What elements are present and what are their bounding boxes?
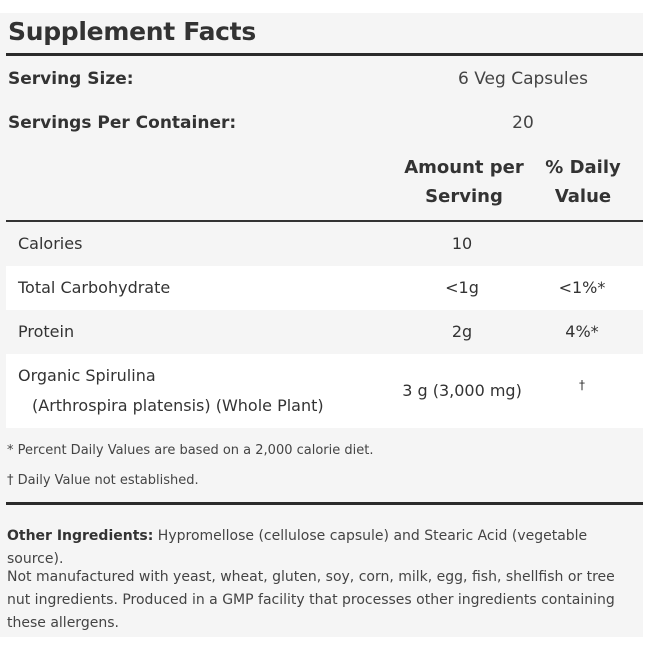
table-row: Calories 10 (6, 222, 643, 266)
title-divider (6, 53, 643, 56)
nutrient-amount: 2g (451, 322, 473, 341)
other-ingredients-text: Hypromellose (cellulose capsule) and Ste… (7, 528, 588, 567)
header-divider (6, 220, 643, 222)
nutrient-name: Total Carbohydrate (18, 278, 171, 297)
table-row: Organic Spirulina (Arthrospira platensis… (6, 354, 643, 428)
servings-per-container-value: 20 (512, 113, 534, 133)
nutrient-name: Protein (18, 322, 75, 341)
supplement-facts-panel: Supplement Facts Serving Size: 6 Veg Cap… (0, 13, 643, 637)
other-ingredients-label: Other Ingredients: (7, 528, 154, 544)
nutrient-subname: (Arthrospira platensis) (Whole Plant) (32, 396, 324, 415)
table-row: Total Carbohydrate <1g <1%* (6, 266, 643, 310)
daily-value-header: % Daily Value (545, 157, 621, 207)
footnote-not-established: † Daily Value not established. (7, 473, 199, 488)
nutrient-daily-value: 4%* (565, 322, 599, 341)
serving-size-label: Serving Size: (8, 69, 134, 89)
other-ingredients: Other Ingredients: Hypromellose (cellulo… (7, 525, 641, 571)
amount-per-serving-header: Amount per Serving (404, 157, 524, 207)
nutrient-amount: <1g (445, 278, 479, 297)
footnote-daily-values: * Percent Daily Values are based on a 2,… (7, 443, 374, 458)
nutrient-daily-value: † (579, 378, 585, 392)
nutrient-daily-value: <1%* (558, 278, 606, 297)
nutrient-name: Calories (18, 234, 83, 253)
nutrient-amount: 3 g (3,000 mg) (402, 381, 522, 400)
servings-per-container-label: Servings Per Container: (8, 113, 237, 133)
nutrient-name: Organic Spirulina (18, 366, 156, 385)
footnote-divider (6, 502, 643, 505)
serving-size-value: 6 Veg Capsules (458, 69, 588, 89)
table-row: Protein 2g 4%* (6, 310, 643, 354)
allergen-note: Not manufactured with yeast, wheat, glut… (7, 569, 615, 631)
nutrient-amount: 10 (451, 234, 473, 253)
page-title: Supplement Facts (8, 17, 256, 46)
